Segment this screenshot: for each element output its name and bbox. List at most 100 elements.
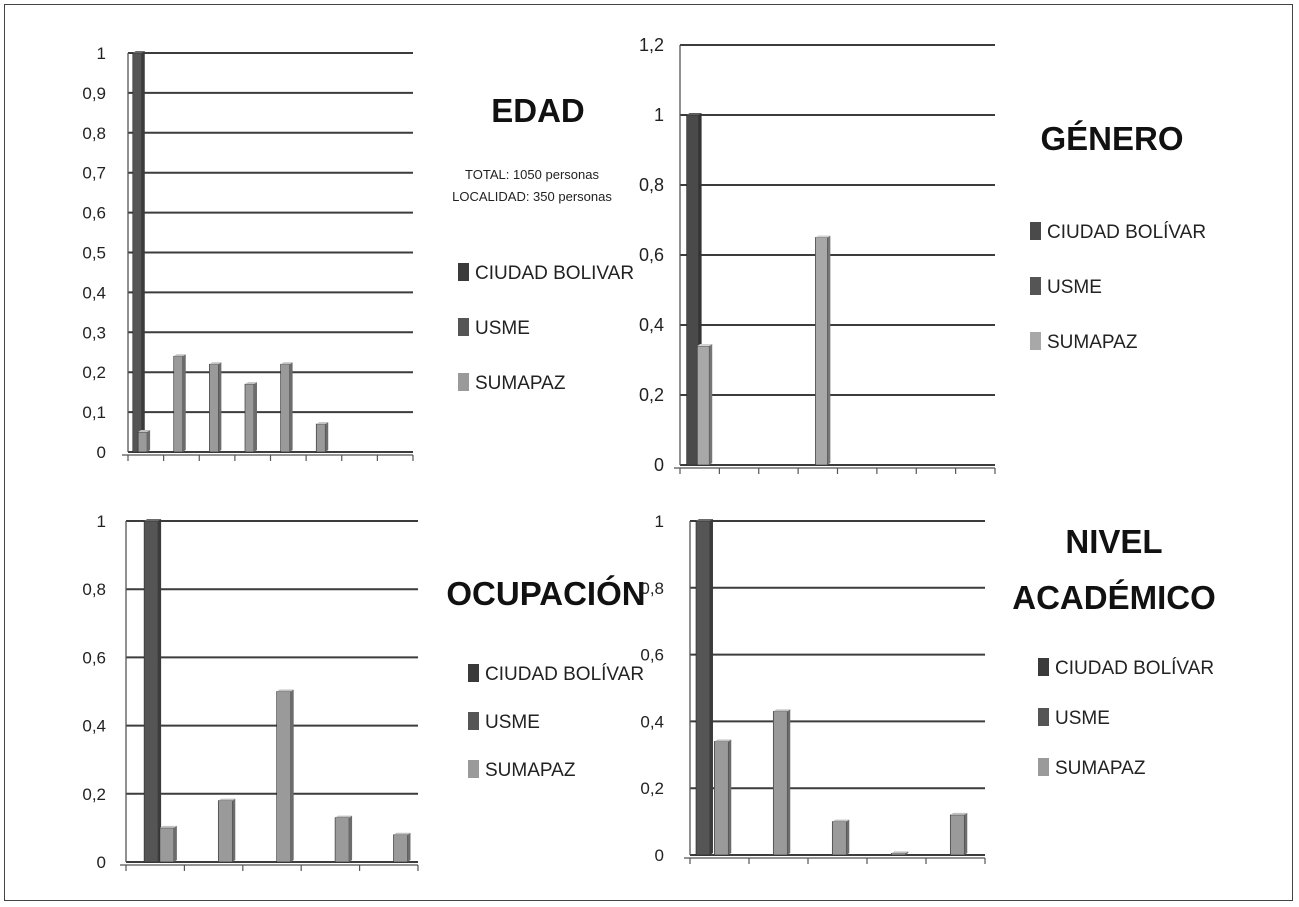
legend-swatch bbox=[458, 373, 469, 391]
bar-side bbox=[846, 819, 850, 855]
y-tick-label: 0,8 bbox=[640, 579, 664, 598]
y-tick-label: 0,4 bbox=[82, 717, 106, 736]
bar-side bbox=[709, 344, 713, 465]
bar bbox=[815, 235, 831, 466]
bar bbox=[393, 832, 411, 863]
bar bbox=[173, 354, 186, 453]
bar-side bbox=[173, 825, 177, 862]
y-tick-label: 1,2 bbox=[639, 35, 664, 55]
chart-title: GÉNERO bbox=[1040, 120, 1183, 157]
bar-top bbox=[173, 354, 186, 357]
y-tick-label: 0,2 bbox=[639, 385, 664, 405]
legend-label: USME bbox=[1047, 277, 1102, 298]
bar-top bbox=[714, 739, 732, 742]
bar-top bbox=[815, 235, 831, 238]
y-tick-label: 1 bbox=[655, 512, 664, 531]
bar-top bbox=[276, 689, 294, 692]
bar-top bbox=[144, 519, 162, 521]
y-tick-label: 0 bbox=[97, 443, 106, 462]
bar bbox=[132, 51, 145, 453]
y-tick-label: 0,2 bbox=[82, 785, 106, 804]
bar-side bbox=[289, 362, 293, 452]
bar-top bbox=[218, 798, 236, 801]
bar-side bbox=[158, 519, 162, 862]
bar-face bbox=[280, 363, 290, 453]
y-tick-label: 0,1 bbox=[82, 403, 106, 422]
bar bbox=[137, 430, 151, 453]
figure-frame bbox=[4, 4, 1293, 901]
y-tick-label: 1 bbox=[97, 512, 106, 531]
y-tick-label: 0,2 bbox=[640, 779, 664, 798]
bar bbox=[217, 798, 236, 863]
bar-face bbox=[713, 741, 729, 856]
bar-top bbox=[209, 362, 222, 365]
y-tick-label: 0,9 bbox=[82, 84, 106, 103]
bar-top bbox=[695, 519, 713, 521]
bar-top bbox=[393, 832, 411, 835]
bar-face bbox=[132, 52, 143, 453]
y-tick-label: 0,6 bbox=[82, 648, 106, 667]
bar-face bbox=[315, 423, 326, 453]
legend-swatch bbox=[468, 712, 479, 730]
y-tick-label: 0,4 bbox=[639, 315, 664, 335]
bar-face bbox=[890, 853, 906, 856]
legend-label: USME bbox=[485, 712, 540, 733]
legend-item: USME bbox=[458, 318, 530, 339]
y-tick-label: 0,8 bbox=[82, 580, 106, 599]
y-tick-label: 0,6 bbox=[82, 204, 106, 223]
y-tick-label: 1 bbox=[654, 105, 664, 125]
y-tick-label: 0,7 bbox=[82, 164, 106, 183]
legend-label: SUMAPAZ bbox=[475, 373, 566, 394]
chart-title: EDAD bbox=[491, 92, 585, 129]
bar-side bbox=[290, 689, 294, 862]
chart-title: ACADÉMICO bbox=[1012, 579, 1216, 616]
bar-top bbox=[280, 362, 293, 365]
legend-item: CIUDAD BOLIVAR bbox=[458, 263, 634, 284]
chart-title: NIVEL bbox=[1065, 523, 1162, 560]
bar bbox=[890, 851, 909, 856]
bar-face bbox=[209, 363, 219, 453]
bar-face bbox=[949, 814, 965, 856]
y-tick-label: 0,8 bbox=[639, 175, 664, 195]
legend-item: CIUDAD BOLÍVAR bbox=[468, 664, 644, 685]
chart-note: TOTAL: 1050 personas bbox=[465, 167, 599, 182]
y-tick-label: 1 bbox=[97, 44, 106, 63]
legend-swatch bbox=[1038, 658, 1049, 676]
legend-swatch bbox=[1030, 277, 1041, 295]
y-tick-label: 0 bbox=[655, 846, 664, 865]
bar-side bbox=[905, 851, 909, 855]
legend-label: CIUDAD BOLÍVAR bbox=[1055, 658, 1214, 679]
bar-top bbox=[950, 812, 968, 815]
bar-side bbox=[787, 709, 791, 855]
bar bbox=[949, 812, 968, 856]
bar-top bbox=[132, 51, 145, 53]
bar-top bbox=[159, 825, 177, 828]
bar bbox=[696, 344, 713, 466]
bar bbox=[831, 819, 850, 856]
chart-2: 0 0,2 0,4 0,6 0,8 1 1,2 GÉNERO CIUDAD BOLÍVAR USM… bbox=[639, 35, 1206, 475]
legend-label: CIUDAD BOLÍVAR bbox=[1047, 222, 1206, 243]
y-tick-label: 0,6 bbox=[640, 646, 664, 665]
bar-face bbox=[831, 821, 847, 856]
chart-title: OCUPACIÓN bbox=[446, 575, 645, 612]
y-tick-label: 0 bbox=[654, 455, 664, 475]
legend-swatch bbox=[458, 318, 469, 336]
bar bbox=[334, 815, 353, 863]
bar-side bbox=[218, 362, 222, 452]
legend-label: SUMAPAZ bbox=[1047, 332, 1138, 353]
y-tick-label: 0 bbox=[97, 853, 106, 872]
y-tick-label: 0,4 bbox=[640, 712, 664, 731]
bar-face bbox=[772, 711, 788, 856]
bar bbox=[276, 689, 294, 863]
legend-item: SUMAPAZ bbox=[468, 760, 576, 781]
bar-face bbox=[276, 691, 291, 863]
y-tick-label: 0,2 bbox=[82, 363, 106, 382]
bar-top bbox=[686, 113, 702, 115]
legend-label: SUMAPAZ bbox=[485, 760, 576, 781]
y-tick-label: 0,3 bbox=[82, 323, 106, 342]
bar bbox=[772, 709, 791, 856]
chart-1: 0 0,1 0,2 0,3 0,4 0,5 0,6 0,7 0,8 0,9 1 EDAD TOTAL: … bbox=[82, 44, 634, 462]
y-tick-label: 0,8 bbox=[82, 124, 106, 143]
bar bbox=[209, 362, 222, 453]
